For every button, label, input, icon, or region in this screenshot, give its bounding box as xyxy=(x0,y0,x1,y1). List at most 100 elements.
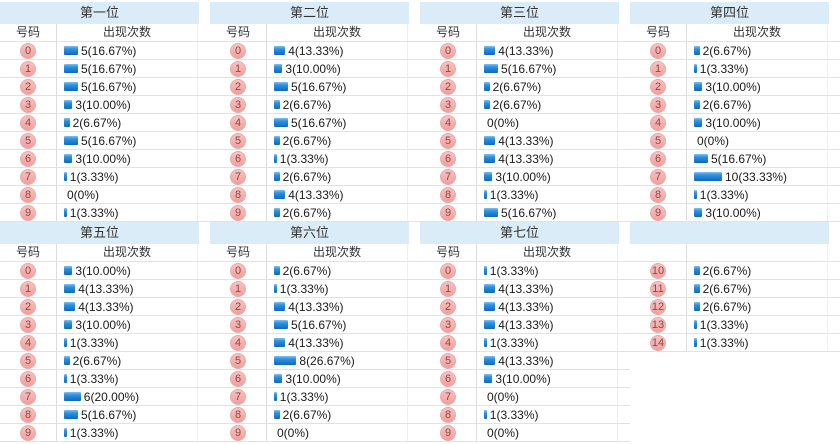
frequency-bar xyxy=(694,208,703,217)
count-column-header: 出现次数 xyxy=(477,244,618,261)
number-cell: 4 xyxy=(210,334,267,351)
table-row: 1 4(13.33%) xyxy=(0,280,210,298)
number-cell: 9 xyxy=(630,204,687,221)
table-row: 6 5(16.67%) xyxy=(630,150,840,168)
table-row: 5 4(13.33%) xyxy=(420,132,630,150)
count-cell: 1(3.33%) xyxy=(687,186,828,203)
number-cell: 9 xyxy=(0,424,57,441)
number-badge: 3 xyxy=(440,96,456,113)
table-row: 1 5(16.67%) xyxy=(0,60,210,78)
frequency-value: 2(6.67%) xyxy=(702,299,752,314)
frequency-value: 3(10.00%) xyxy=(495,169,551,184)
number-cell: 4 xyxy=(420,334,477,351)
number-badge: 5 xyxy=(230,132,246,149)
column-headers: 号码 出现次数 xyxy=(210,244,420,262)
frequency-value: 4(13.33%) xyxy=(498,133,554,148)
number-cell: 9 xyxy=(420,424,477,441)
number-cell: 9 xyxy=(0,204,57,221)
frequency-value: 4(13.33%) xyxy=(498,317,554,332)
frequency-bar xyxy=(694,190,697,199)
table-row: 0 2(6.67%) xyxy=(210,262,420,280)
frequency-value: 4(13.33%) xyxy=(498,43,554,58)
number-cell: 6 xyxy=(420,370,477,387)
frequency-bar xyxy=(64,428,67,437)
column-headers: 号码 出现次数 xyxy=(630,24,840,42)
board-bottom-half: 第五位 号码 出现次数 0 3(10.00%) 1 4(13.33%) 2 xyxy=(0,222,840,442)
section-title: 第二位 xyxy=(210,2,409,24)
frequency-bar xyxy=(64,392,81,401)
frequency-value: 2(6.67%) xyxy=(492,97,542,112)
number-badge: 4 xyxy=(20,114,36,131)
frequency-bar xyxy=(64,172,67,181)
number-badge: 4 xyxy=(230,114,246,131)
number-badge: 4 xyxy=(440,334,456,351)
number-badge: 14 xyxy=(650,334,666,351)
table-row: 1 5(16.67%) xyxy=(420,60,630,78)
number-badge: 9 xyxy=(20,204,36,221)
column-headers: 号码 出现次数 xyxy=(420,244,630,262)
number-badge: 9 xyxy=(230,204,246,221)
number-cell: 2 xyxy=(630,78,687,95)
frequency-value: 1(3.33%) xyxy=(69,335,119,350)
number-badge: 11 xyxy=(650,280,666,297)
number-cell: 3 xyxy=(210,96,267,113)
frequency-bar xyxy=(694,46,700,55)
count-cell: 1(3.33%) xyxy=(57,168,198,185)
count-column-header: 出现次数 xyxy=(687,24,828,41)
table-row: 3 4(13.33%) xyxy=(420,316,630,334)
number-cell: 0 xyxy=(420,262,477,279)
count-cell: 3(10.00%) xyxy=(477,370,618,387)
frequency-value: 3(10.00%) xyxy=(75,317,131,332)
frequency-value: 3(10.00%) xyxy=(705,205,761,220)
rows: 0 4(13.33%) 1 3(10.00%) 2 5(16.67%) 3 2 xyxy=(210,42,420,222)
number-cell: 1 xyxy=(210,60,267,77)
frequency-value: 5(16.67%) xyxy=(291,317,347,332)
frequency-value: 1(3.33%) xyxy=(489,263,539,278)
table-row: 7 3(10.00%) xyxy=(420,168,630,186)
table-row: 2 4(13.33%) xyxy=(0,298,210,316)
table-row: 3 2(6.67%) xyxy=(630,96,840,114)
frequency-bar xyxy=(64,410,78,419)
frequency-value: 4(13.33%) xyxy=(498,151,554,166)
frequency-value: 2(6.67%) xyxy=(282,133,332,148)
count-cell: 1(3.33%) xyxy=(57,424,198,441)
frequency-bar xyxy=(484,410,487,419)
count-cell: 5(16.67%) xyxy=(57,132,198,149)
count-cell: 2(6.67%) xyxy=(267,204,408,221)
section-gap xyxy=(199,222,210,244)
table-row: 4 4(13.33%) xyxy=(210,334,420,352)
frequency-value: 5(16.67%) xyxy=(81,133,137,148)
number-badge: 8 xyxy=(230,406,246,423)
section-title xyxy=(630,222,829,244)
count-cell: 4(13.33%) xyxy=(267,42,408,59)
number-badge: 7 xyxy=(440,388,456,405)
frequency-value: 4(13.33%) xyxy=(78,299,134,314)
table-row: 6 4(13.33%) xyxy=(420,150,630,168)
number-badge: 3 xyxy=(440,316,456,333)
count-column-header xyxy=(687,244,828,261)
number-cell: 14 xyxy=(630,334,687,351)
frequency-value: 2(6.67%) xyxy=(282,97,332,112)
frequency-bar xyxy=(64,64,78,73)
number-cell: 12 xyxy=(630,298,687,315)
section-gap xyxy=(199,2,210,24)
frequency-value: 1(3.33%) xyxy=(279,281,329,296)
frequency-bar xyxy=(274,190,286,199)
number-cell: 1 xyxy=(420,280,477,297)
table-row: 9 5(16.67%) xyxy=(420,204,630,222)
frequency-bar xyxy=(694,284,700,293)
table-row: 10 2(6.67%) xyxy=(630,262,840,280)
number-cell: 9 xyxy=(210,424,267,441)
count-cell: 1(3.33%) xyxy=(687,334,828,351)
frequency-bar xyxy=(694,82,703,91)
count-cell: 4(13.33%) xyxy=(477,280,618,297)
frequency-bar xyxy=(694,172,722,181)
frequency-bar xyxy=(274,208,280,217)
frequency-value: 0(0%) xyxy=(487,389,520,404)
count-column-header: 出现次数 xyxy=(477,24,618,41)
number-badge: 7 xyxy=(230,168,246,185)
count-cell: 0(0%) xyxy=(57,186,198,203)
section-gap xyxy=(619,2,630,24)
frequency-bar xyxy=(64,208,67,217)
table-row: 9 0(0%) xyxy=(420,424,630,442)
